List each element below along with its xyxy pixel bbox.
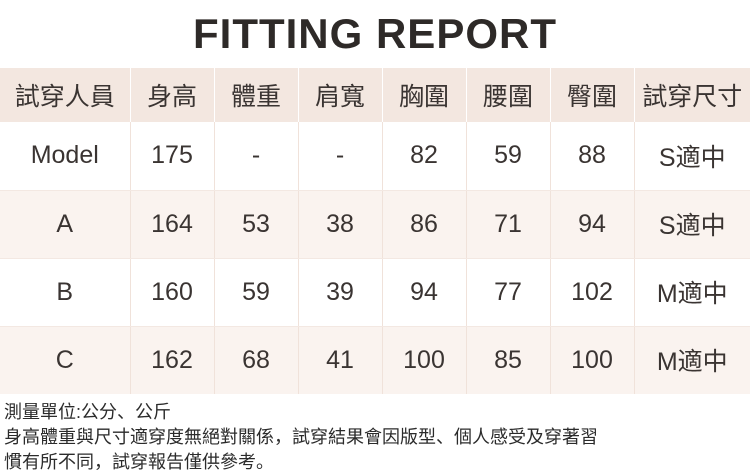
table-row: C 162 68 41 100 85 100 M適中	[0, 326, 750, 394]
table-row: B 160 59 39 94 77 102 M適中	[0, 258, 750, 327]
cell-hip: 94	[550, 190, 635, 259]
cell-waist: 85	[466, 326, 551, 394]
table-body: Model 175 - - 82 59 88 S適中 A 164 53 38 8…	[0, 122, 750, 394]
cell-hip: 102	[550, 258, 635, 327]
cell-weight: -	[214, 122, 299, 191]
table-row: Model 175 - - 82 59 88 S適中	[0, 122, 750, 191]
note-line-disclaimer-1: 身高體重與尺寸適穿度無絕對關係，試穿結果會因版型、個人感受及穿著習	[4, 426, 598, 447]
cell-tester: Model	[0, 122, 131, 191]
cell-tester: B	[0, 258, 131, 327]
cell-bust: 94	[382, 258, 467, 327]
cell-shoulder: 41	[298, 326, 383, 394]
page-title: FITTING REPORT	[193, 10, 557, 57]
fitting-report-table: 試穿人員 身高 體重 肩寬 胸圍 腰圍 臀圍 試穿尺寸 Model 175 - …	[0, 68, 750, 394]
column-header-waist: 腰圍	[466, 68, 551, 122]
cell-bust: 100	[382, 326, 467, 394]
cell-waist: 71	[466, 190, 551, 259]
cell-waist: 77	[466, 258, 551, 327]
cell-weight: 53	[214, 190, 299, 259]
table-row: A 164 53 38 86 71 94 S適中	[0, 190, 750, 259]
cell-weight: 68	[214, 326, 299, 394]
column-header-height: 身高	[130, 68, 215, 122]
cell-tester: C	[0, 326, 131, 394]
measurement-notes: 測量單位:公分、公斤 身高體重與尺寸適穿度無絕對關係，試穿結果會因版型、個人感受…	[0, 394, 750, 474]
title-band: FITTING REPORT	[0, 0, 750, 68]
column-header-tester: 試穿人員	[0, 68, 131, 122]
cell-bust: 82	[382, 122, 467, 191]
cell-bust: 86	[382, 190, 467, 259]
note-line-unit: 測量單位:公分、公斤	[4, 402, 172, 422]
column-header-shoulder: 肩寬	[298, 68, 383, 122]
cell-height: 160	[130, 258, 215, 327]
cell-tester: A	[0, 190, 131, 259]
cell-hip: 100	[550, 326, 635, 394]
cell-height: 164	[130, 190, 215, 259]
column-header-bust: 胸圍	[382, 68, 467, 122]
cell-shoulder: 38	[298, 190, 383, 259]
table-header-row: 試穿人員 身高 體重 肩寬 胸圍 腰圍 臀圍 試穿尺寸	[0, 68, 750, 122]
cell-size: M適中	[656, 348, 728, 377]
column-header-size: 試穿尺寸	[642, 83, 743, 111]
cell-hip: 88	[550, 122, 635, 191]
column-header-hip: 臀圍	[550, 68, 635, 122]
cell-height: 175	[130, 122, 215, 191]
cell-height: 162	[130, 326, 215, 394]
cell-shoulder: -	[298, 122, 383, 191]
cell-size: M適中	[634, 258, 750, 327]
table-header: 試穿人員 身高 體重 肩寬 胸圍 腰圍 臀圍 試穿尺寸	[0, 68, 750, 122]
cell-size: S適中	[634, 122, 750, 191]
cell-weight: 59	[214, 258, 299, 327]
column-header-weight: 體重	[214, 68, 299, 122]
note-line-disclaimer-2: 慣有所不同，試穿報告僅供參考。	[4, 451, 274, 472]
cell-waist: 59	[466, 122, 551, 191]
cell-size: S適中	[634, 190, 750, 259]
cell-shoulder: 39	[298, 258, 383, 327]
